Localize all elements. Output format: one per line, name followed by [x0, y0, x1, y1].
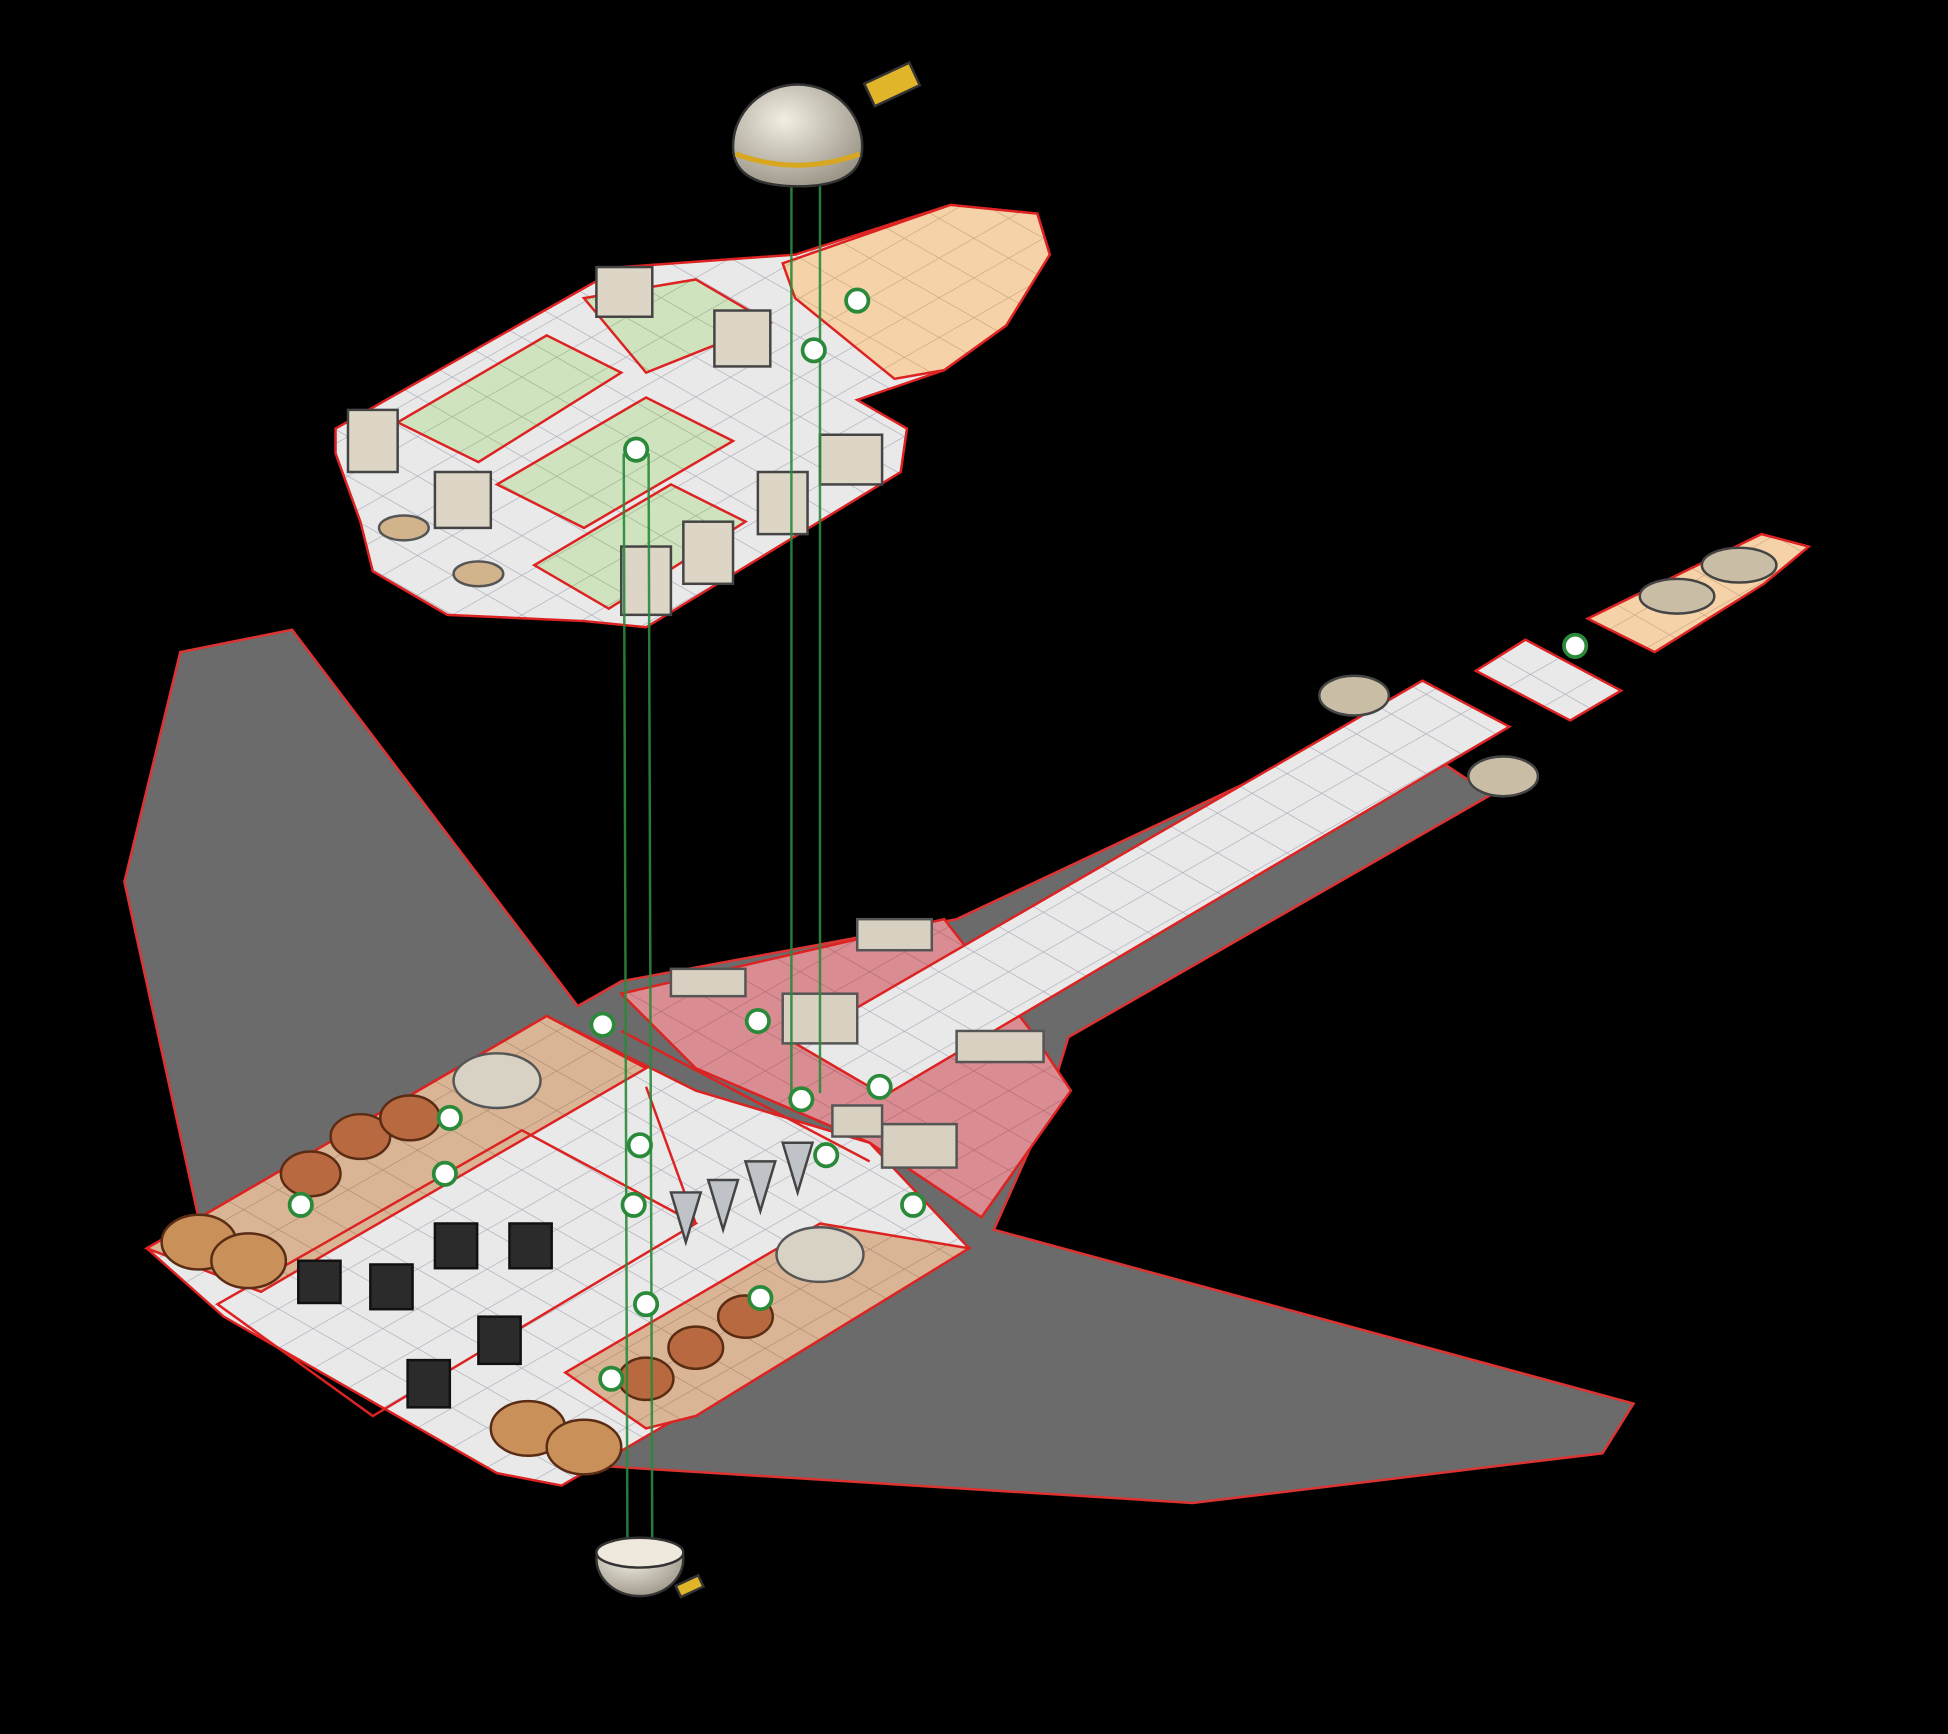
hatches — [287, 287, 1589, 1392]
crate — [297, 1259, 342, 1305]
bridge-upper — [781, 203, 1052, 381]
bunk — [756, 470, 809, 536]
pod-band — [734, 151, 861, 168]
pod-top — [595, 1536, 685, 1569]
hatch — [800, 337, 827, 364]
console — [831, 1104, 884, 1138]
engine — [279, 1150, 342, 1198]
console — [955, 1029, 1045, 1064]
lift-shafts — [622, 186, 822, 1551]
pods — [669, 1141, 815, 1247]
engine — [1467, 755, 1540, 798]
quarters-b — [494, 396, 736, 530]
generators — [452, 1052, 865, 1284]
console — [669, 967, 747, 998]
crates — [297, 1222, 553, 1409]
hatch — [598, 1365, 625, 1392]
hatch — [436, 1104, 463, 1131]
generator — [775, 1225, 865, 1284]
corridor — [792, 679, 1512, 1097]
generator — [452, 1052, 542, 1110]
engine — [667, 1325, 725, 1371]
engine — [379, 1094, 442, 1142]
bunk — [433, 470, 493, 530]
lift-beam — [622, 453, 629, 1551]
crate — [477, 1315, 522, 1366]
bunks — [346, 265, 884, 617]
consoles — [669, 917, 1045, 1169]
bunk — [818, 433, 884, 486]
console — [880, 1122, 958, 1169]
hatch — [620, 1191, 647, 1218]
hatch — [900, 1191, 927, 1218]
hatch — [866, 1073, 893, 1100]
hatch — [626, 1132, 653, 1159]
hatch — [633, 1291, 660, 1318]
bunk — [346, 408, 399, 474]
pod-nozzle — [674, 1573, 706, 1599]
escape-pod-top — [731, 61, 922, 188]
bunk — [713, 309, 772, 368]
hatch — [747, 1284, 774, 1312]
hatch — [287, 1191, 314, 1218]
hatch — [813, 1142, 840, 1169]
engine — [1700, 546, 1778, 584]
quarters-a — [395, 333, 624, 464]
crate — [369, 1263, 414, 1311]
engine — [1318, 674, 1391, 717]
console — [855, 917, 934, 952]
bunk — [682, 520, 735, 586]
hatch — [1562, 632, 1589, 659]
hatch — [431, 1160, 458, 1187]
table — [452, 560, 505, 588]
thrusters — [160, 1213, 623, 1476]
hatch — [589, 1011, 616, 1038]
hatch — [623, 436, 650, 463]
wall — [620, 1029, 871, 1163]
hatch — [788, 1086, 815, 1113]
hatch — [844, 287, 871, 314]
thruster — [545, 1418, 623, 1476]
pod-bays — [669, 1141, 815, 1247]
crate — [508, 1222, 553, 1270]
thruster — [210, 1232, 288, 1290]
connector — [1473, 638, 1624, 722]
crate — [406, 1358, 452, 1409]
tables — [377, 514, 505, 588]
engines — [279, 1094, 775, 1402]
boom-engines — [1318, 546, 1778, 798]
hatch — [744, 1007, 771, 1035]
bunk — [595, 265, 654, 318]
crate — [433, 1222, 479, 1270]
bunk — [619, 545, 673, 617]
escape-pod-bottom — [595, 1536, 706, 1599]
engine — [329, 1112, 392, 1161]
pod-nozzle — [862, 61, 922, 108]
lift-beam — [647, 453, 654, 1551]
engine — [1638, 577, 1716, 615]
table — [377, 514, 430, 542]
